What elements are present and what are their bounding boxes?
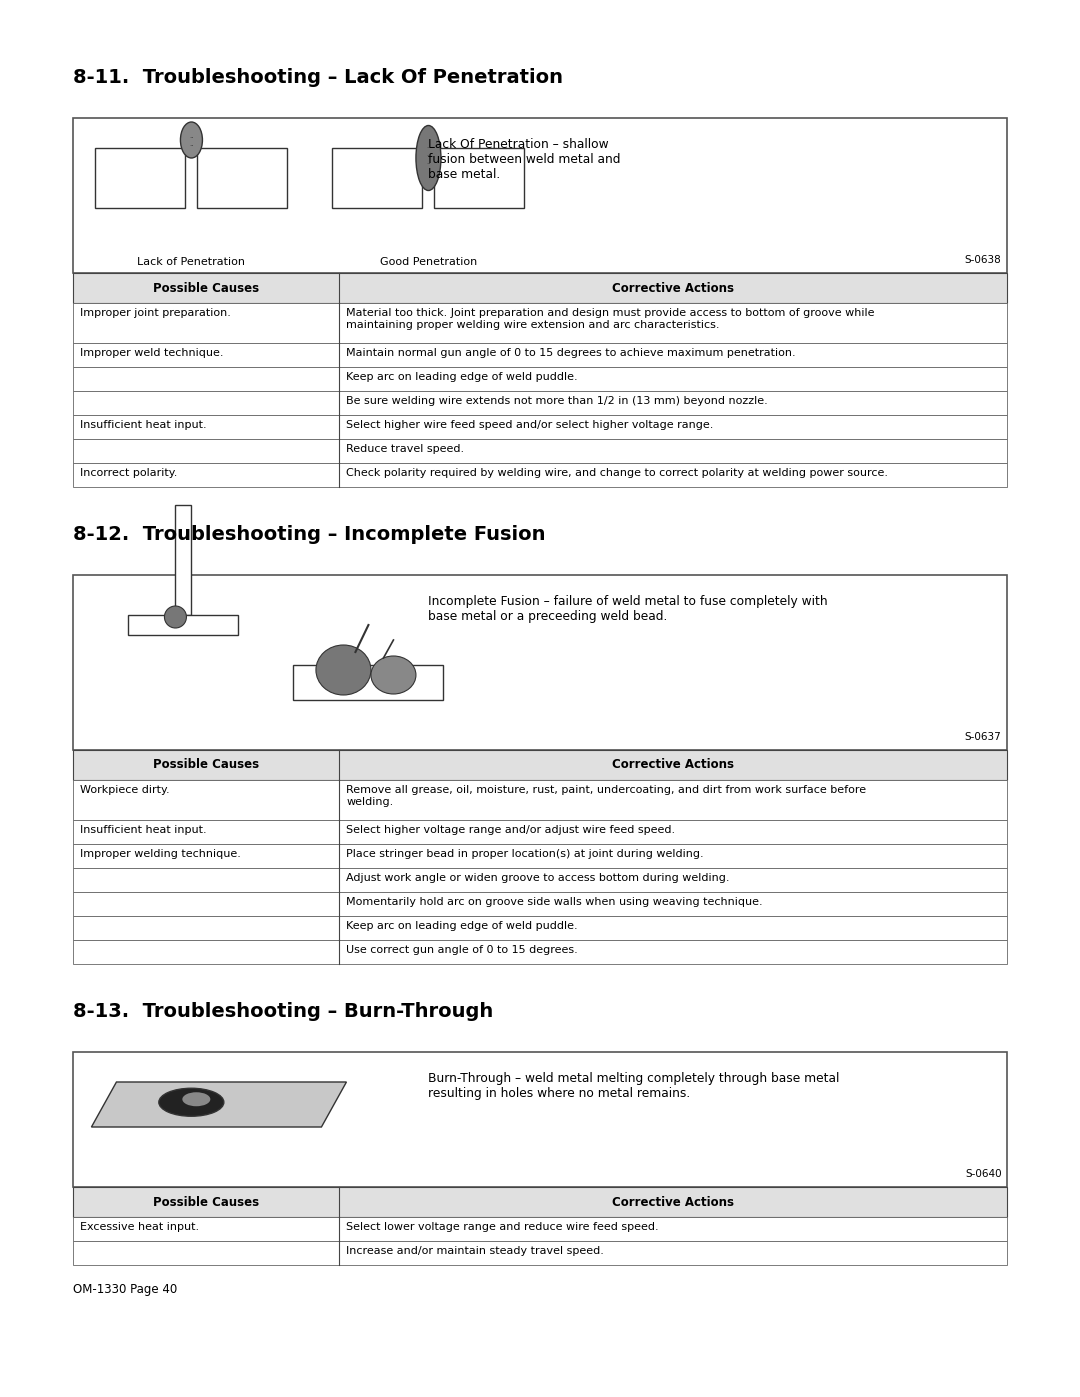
- Text: OM-1330 Page 40: OM-1330 Page 40: [73, 1282, 178, 1296]
- Bar: [73, 439, 1007, 462]
- Bar: [73, 780, 1007, 820]
- Text: Select higher wire feed speed and/or select higher voltage range.: Select higher wire feed speed and/or sel…: [347, 420, 714, 430]
- Bar: [73, 415, 1007, 439]
- Text: Possible Causes: Possible Causes: [153, 759, 259, 771]
- Text: Workpiece dirty.: Workpiece dirty.: [80, 785, 170, 795]
- Bar: [73, 844, 1007, 868]
- Bar: [294, 665, 444, 700]
- Bar: [73, 1187, 1007, 1217]
- Text: Burn-Through – weld metal melting completely through base metal
resulting in hol: Burn-Through – weld metal melting comple…: [428, 1071, 839, 1099]
- Text: Adjust work angle or widen groove to access bottom during welding.: Adjust work angle or widen groove to acc…: [347, 873, 730, 883]
- Text: Improper joint preparation.: Improper joint preparation.: [80, 307, 231, 319]
- Text: Maintain normal gun angle of 0 to 15 degrees to achieve maximum penetration.: Maintain normal gun angle of 0 to 15 deg…: [347, 348, 796, 358]
- Bar: [198, 148, 287, 208]
- Bar: [73, 367, 1007, 391]
- Text: Corrective Actions: Corrective Actions: [612, 1196, 734, 1208]
- Text: Lack Of Penetration – shallow
fusion between weld metal and
base metal.: Lack Of Penetration – shallow fusion bet…: [428, 138, 621, 182]
- Bar: [333, 148, 422, 208]
- Text: Lack of Penetration: Lack of Penetration: [137, 257, 245, 267]
- Ellipse shape: [180, 122, 202, 158]
- Text: Corrective Actions: Corrective Actions: [612, 282, 734, 295]
- Text: S-0638: S-0638: [964, 256, 1001, 265]
- Text: S-0637: S-0637: [964, 732, 1001, 742]
- Bar: [129, 615, 239, 636]
- Text: 8-11.  Troubleshooting – Lack Of Penetration: 8-11. Troubleshooting – Lack Of Penetrat…: [73, 68, 564, 87]
- Bar: [73, 1217, 1007, 1241]
- Polygon shape: [92, 1083, 347, 1127]
- Ellipse shape: [183, 1092, 211, 1106]
- Text: Material too thick. Joint preparation and design must provide access to bottom o: Material too thick. Joint preparation an…: [347, 307, 875, 330]
- Text: Momentarily hold arc on groove side walls when using weaving technique.: Momentarily hold arc on groove side wall…: [347, 897, 762, 907]
- Text: Keep arc on leading edge of weld puddle.: Keep arc on leading edge of weld puddle.: [347, 372, 578, 381]
- Bar: [73, 576, 1007, 750]
- Bar: [95, 148, 186, 208]
- Text: Possible Causes: Possible Causes: [153, 282, 259, 295]
- Text: Reduce travel speed.: Reduce travel speed.: [347, 444, 464, 454]
- Text: Good Penetration: Good Penetration: [380, 257, 477, 267]
- Text: Use correct gun angle of 0 to 15 degrees.: Use correct gun angle of 0 to 15 degrees…: [347, 944, 578, 956]
- Text: Check polarity required by welding wire, and change to correct polarity at weldi: Check polarity required by welding wire,…: [347, 468, 889, 478]
- Text: Place stringer bead in proper location(s) at joint during welding.: Place stringer bead in proper location(s…: [347, 849, 704, 859]
- Bar: [73, 1052, 1007, 1187]
- Ellipse shape: [316, 645, 370, 694]
- Text: Remove all grease, oil, moisture, rust, paint, undercoating, and dirt from work : Remove all grease, oil, moisture, rust, …: [347, 785, 866, 806]
- Text: ··: ··: [189, 142, 193, 149]
- Bar: [73, 750, 1007, 780]
- Text: Improper weld technique.: Improper weld technique.: [80, 348, 224, 358]
- Ellipse shape: [370, 657, 416, 694]
- Text: Select lower voltage range and reduce wire feed speed.: Select lower voltage range and reduce wi…: [347, 1222, 659, 1232]
- Bar: [73, 303, 1007, 344]
- Text: 8-13.  Troubleshooting – Burn-Through: 8-13. Troubleshooting – Burn-Through: [73, 1002, 494, 1021]
- Text: Improper welding technique.: Improper welding technique.: [80, 849, 241, 859]
- Bar: [73, 1241, 1007, 1266]
- Text: Increase and/or maintain steady travel speed.: Increase and/or maintain steady travel s…: [347, 1246, 604, 1256]
- Bar: [73, 893, 1007, 916]
- Text: ··: ··: [427, 154, 431, 159]
- Ellipse shape: [416, 126, 441, 190]
- Bar: [73, 940, 1007, 964]
- Bar: [73, 117, 1007, 272]
- Text: S-0640: S-0640: [964, 1169, 1001, 1179]
- Bar: [434, 148, 525, 208]
- Bar: [73, 344, 1007, 367]
- Text: Corrective Actions: Corrective Actions: [612, 759, 734, 771]
- Text: Excessive heat input.: Excessive heat input.: [80, 1222, 200, 1232]
- Text: Be sure welding wire extends not more than 1/2 in (13 mm) beyond nozzle.: Be sure welding wire extends not more th…: [347, 395, 768, 407]
- Text: Incomplete Fusion – failure of weld metal to fuse completely with
base metal or : Incomplete Fusion – failure of weld meta…: [428, 595, 827, 623]
- Text: Insufficient heat input.: Insufficient heat input.: [80, 420, 207, 430]
- Text: Keep arc on leading edge of weld puddle.: Keep arc on leading edge of weld puddle.: [347, 921, 578, 930]
- Bar: [73, 868, 1007, 893]
- Text: Select higher voltage range and/or adjust wire feed speed.: Select higher voltage range and/or adjus…: [347, 826, 675, 835]
- Text: ··: ··: [427, 161, 431, 168]
- Bar: [73, 462, 1007, 488]
- Bar: [73, 272, 1007, 303]
- Bar: [73, 820, 1007, 844]
- Bar: [73, 391, 1007, 415]
- Text: Insufficient heat input.: Insufficient heat input.: [80, 826, 207, 835]
- Bar: [175, 504, 191, 615]
- Text: Incorrect polarity.: Incorrect polarity.: [80, 468, 178, 478]
- Ellipse shape: [164, 606, 187, 629]
- Bar: [73, 916, 1007, 940]
- Text: ··: ··: [189, 136, 193, 141]
- Ellipse shape: [159, 1088, 224, 1116]
- Text: Possible Causes: Possible Causes: [153, 1196, 259, 1208]
- Text: ··: ··: [427, 145, 431, 151]
- Text: 8-12.  Troubleshooting – Incomplete Fusion: 8-12. Troubleshooting – Incomplete Fusio…: [73, 525, 546, 543]
